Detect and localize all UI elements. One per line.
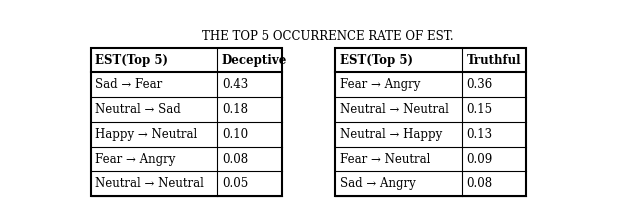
Text: 0.09: 0.09 <box>467 153 493 166</box>
Text: 0.15: 0.15 <box>467 103 493 116</box>
Text: Neutral → Neutral: Neutral → Neutral <box>95 177 204 190</box>
Text: Truthful: Truthful <box>467 54 521 67</box>
Text: Fear → Neutral: Fear → Neutral <box>340 153 430 166</box>
Text: Neutral → Sad: Neutral → Sad <box>95 103 181 116</box>
Text: 0.36: 0.36 <box>467 78 493 91</box>
Text: Happy → Neutral: Happy → Neutral <box>95 128 198 141</box>
Text: 0.05: 0.05 <box>222 177 248 190</box>
Text: 0.08: 0.08 <box>467 177 493 190</box>
Text: 0.43: 0.43 <box>222 78 248 91</box>
Text: THE TOP 5 OCCURRENCE RATE OF EST.: THE TOP 5 OCCURRENCE RATE OF EST. <box>202 30 454 43</box>
Text: Sad → Fear: Sad → Fear <box>95 78 163 91</box>
Text: EST(Top 5): EST(Top 5) <box>340 54 413 67</box>
Text: 0.08: 0.08 <box>222 153 248 166</box>
Bar <box>335 48 526 196</box>
Text: Fear → Angry: Fear → Angry <box>340 78 420 91</box>
Text: Neutral → Neutral: Neutral → Neutral <box>340 103 449 116</box>
Bar <box>91 48 282 196</box>
Text: EST(Top 5): EST(Top 5) <box>95 54 168 67</box>
Text: 0.13: 0.13 <box>467 128 493 141</box>
Text: 0.10: 0.10 <box>222 128 248 141</box>
Text: Fear → Angry: Fear → Angry <box>95 153 176 166</box>
Text: Sad → Angry: Sad → Angry <box>340 177 415 190</box>
Text: 0.18: 0.18 <box>222 103 248 116</box>
Text: Neutral → Happy: Neutral → Happy <box>340 128 442 141</box>
Text: Deceptive: Deceptive <box>222 54 287 67</box>
